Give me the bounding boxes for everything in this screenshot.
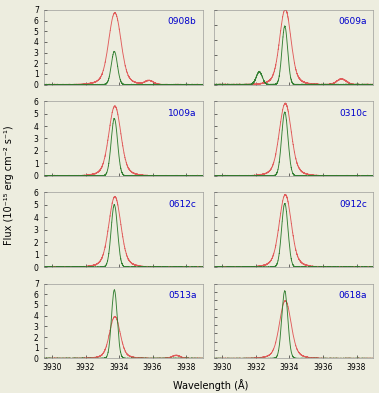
Text: 1009a: 1009a [168,108,196,118]
Text: 0310c: 0310c [339,108,367,118]
Text: 0609a: 0609a [338,17,367,26]
Text: 0908b: 0908b [168,17,196,26]
Text: Wavelength (Å): Wavelength (Å) [173,379,248,391]
Text: 0618a: 0618a [338,291,367,300]
Text: 0912c: 0912c [339,200,367,209]
Text: Flux (10⁻¹⁵ erg cm⁻² s⁻¹): Flux (10⁻¹⁵ erg cm⁻² s⁻¹) [4,125,14,244]
Text: 0513a: 0513a [168,291,196,300]
Text: 0612c: 0612c [169,200,196,209]
